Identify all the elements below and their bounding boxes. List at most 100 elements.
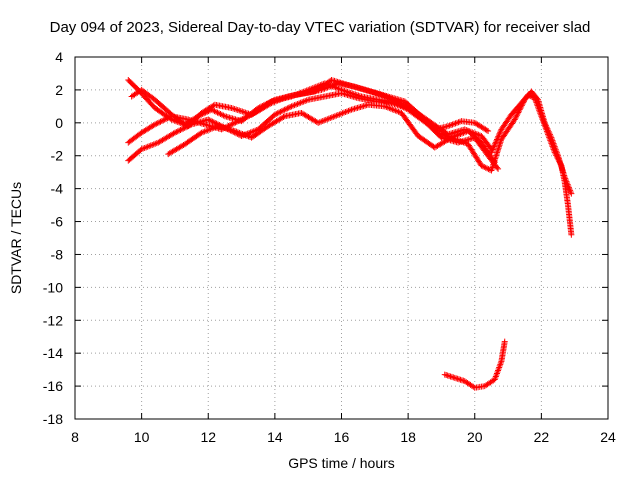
data-point-interp (481, 164, 488, 171)
data-point (488, 149, 495, 156)
data-point-interp (209, 118, 216, 125)
data-point-interp (452, 120, 459, 127)
y-tick-label: -14 (43, 345, 63, 361)
data-point-interp (556, 158, 563, 165)
data-point (568, 190, 575, 197)
y-tick-label: -10 (43, 279, 63, 295)
data-point-interp (243, 114, 250, 121)
data-point-interp (211, 108, 218, 115)
x-tick-label: 10 (134, 429, 150, 445)
data-point-interp (566, 186, 573, 193)
data-point-interp (556, 159, 563, 166)
data-point-interp (183, 124, 190, 131)
data-point-interp (210, 107, 217, 114)
data-point-interp (233, 118, 240, 125)
data-point (495, 165, 502, 172)
data-point-interp (512, 115, 519, 122)
data-point-interp (160, 117, 167, 124)
data-point-interp (233, 106, 240, 113)
y-tick-label: -8 (51, 246, 64, 262)
series-track-6 (488, 91, 575, 238)
data-point-interp (496, 130, 503, 137)
x-tick-label: 8 (71, 429, 79, 445)
series-track-7 (441, 338, 508, 391)
data-point-interp (239, 116, 246, 123)
y-tick-label: -16 (43, 378, 63, 394)
data-point (171, 129, 178, 136)
data-point-interp (237, 108, 244, 115)
data-point-interp (527, 93, 534, 100)
x-tick-label: 18 (400, 429, 416, 445)
data-point-interp (484, 165, 491, 172)
x-axis-label: GPS time / hours (288, 455, 395, 471)
y-tick-label: -2 (51, 148, 64, 164)
data-point-interp (156, 119, 163, 126)
data-point-interp (229, 120, 236, 127)
data-point-interp (489, 147, 496, 154)
data-point (205, 116, 212, 123)
data-point-interp (553, 152, 560, 159)
data-point-interp (214, 109, 221, 116)
data-point-interp (274, 110, 281, 117)
data-point-interp (495, 132, 502, 139)
data-point-interp (246, 112, 253, 119)
data-point-interp (220, 112, 227, 119)
data-point-interp (276, 109, 283, 116)
data-point-interp (238, 116, 245, 123)
data-point-interp (236, 107, 243, 114)
data-point (151, 121, 158, 128)
data-point-interp (285, 104, 292, 111)
data-point-interp (492, 140, 499, 147)
data-point-interp (552, 150, 559, 157)
data-point-interp (157, 118, 164, 125)
data-point-interp (449, 121, 456, 128)
data-point-interp (555, 156, 562, 163)
x-tick-label: 22 (534, 429, 550, 445)
data-point-interp (165, 114, 172, 121)
data-point (445, 123, 452, 130)
data-point-interp (249, 111, 256, 118)
data-point-interp (280, 114, 287, 121)
data-point-interp (277, 108, 284, 115)
data-point-interp (218, 111, 225, 118)
data-point-interp (185, 122, 192, 129)
data-point (235, 118, 242, 125)
data-point-interp (174, 128, 181, 135)
data-point-interp (228, 121, 235, 128)
data-point-interp (176, 127, 183, 134)
data-point (208, 106, 215, 113)
data-point-interp (479, 163, 486, 170)
y-tick-label: 4 (55, 49, 63, 65)
data-point (228, 105, 235, 112)
data-point-interp (154, 120, 161, 127)
data-point-interp (281, 106, 288, 113)
data-point-interp (205, 108, 212, 115)
data-point-interp (497, 129, 504, 136)
data-point-interp (164, 115, 171, 122)
y-tick-label: -6 (51, 214, 64, 230)
data-point-interp (204, 108, 211, 115)
data-point-interp (177, 126, 184, 133)
data-point-interp (247, 112, 254, 119)
data-point-interp (198, 111, 205, 118)
data-point-interp (494, 135, 501, 142)
data-point-interp (158, 118, 165, 125)
data-point-interp (239, 108, 246, 115)
data-point-interp (567, 187, 574, 194)
data-point-interp (284, 105, 291, 112)
x-tick-label: 20 (467, 429, 483, 445)
data-point-interp (178, 126, 185, 133)
data-point-interp (187, 122, 194, 129)
data-point-interp (273, 110, 280, 117)
data-point-interp (208, 117, 215, 124)
data-point-interp (163, 115, 170, 122)
data-point-interp (217, 111, 224, 118)
data-points (125, 77, 575, 391)
y-tick-label: -12 (43, 312, 63, 328)
y-tick-label: 2 (55, 82, 63, 98)
data-point-interp (529, 93, 536, 100)
y-tick-label: -4 (51, 181, 64, 197)
x-tick-label: 12 (200, 429, 216, 445)
data-point-interp (231, 120, 238, 127)
